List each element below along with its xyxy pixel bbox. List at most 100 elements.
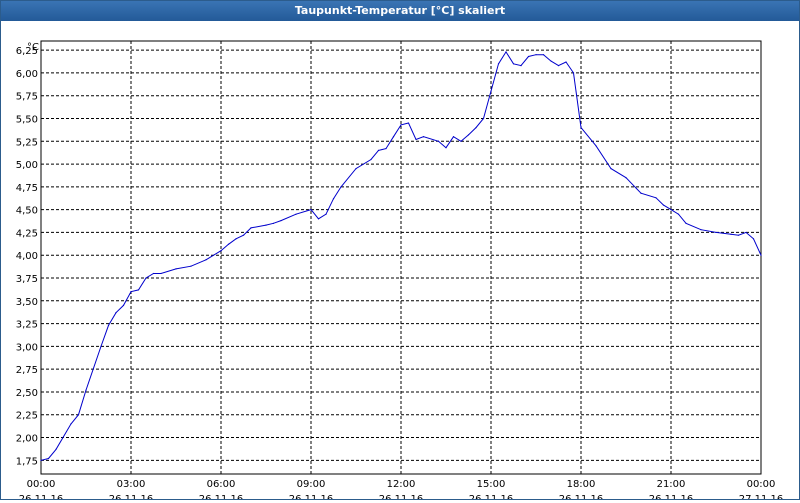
y-tick-label: 4,00 <box>16 251 38 262</box>
data-point <box>497 63 500 65</box>
data-point <box>100 345 102 347</box>
data-point <box>737 234 740 236</box>
x-tick-date: 26.11.16 <box>649 494 694 499</box>
data-point <box>107 324 110 327</box>
y-unit-label: °C <box>27 42 39 53</box>
y-tick-label: 4,25 <box>16 228 38 239</box>
data-point <box>295 213 297 215</box>
y-tick-label: 3,75 <box>16 274 38 285</box>
x-tick-time: 06:00 <box>207 479 236 490</box>
y-tick-label: 2,75 <box>16 365 38 376</box>
y-tick-label: 1,75 <box>16 456 38 467</box>
data-point <box>557 65 560 67</box>
data-point <box>542 54 545 56</box>
data-point <box>385 147 387 150</box>
y-tick-label: 3,00 <box>16 342 38 353</box>
data-point <box>445 147 447 149</box>
data-point <box>550 60 552 62</box>
y-tick-label: 2,25 <box>16 411 38 422</box>
x-tick-date: 26.11.16 <box>19 494 64 499</box>
x-tick-date: 26.11.16 <box>379 494 424 499</box>
data-point <box>670 209 672 211</box>
data-point <box>685 222 687 224</box>
x-tick-date: 26.11.16 <box>289 494 334 499</box>
y-tick-label: 6,25 <box>16 46 38 57</box>
data-point <box>415 138 417 141</box>
data-point <box>325 213 327 215</box>
data-point <box>520 65 522 67</box>
data-point <box>625 177 627 179</box>
data-point <box>355 168 357 170</box>
x-tick-date: 26.11.16 <box>199 494 244 499</box>
data-point <box>527 55 530 58</box>
data-point <box>437 140 440 142</box>
data-point <box>460 140 462 142</box>
plot-area: 1,75 2,00 2,25 2,50 2,75 3,00 3,25 3,50 3,75 4,00… <box>1 22 799 503</box>
line-chart: 1,75 2,00 2,25 2,50 2,75 3,00 3,25 3,50 3,75 4,00… <box>16 40 784 503</box>
x-tick-time: 18:00 <box>567 479 596 490</box>
data-point <box>235 238 237 240</box>
data-point <box>220 250 222 252</box>
data-point <box>160 272 162 275</box>
data-point <box>115 312 117 314</box>
data-point <box>130 291 132 293</box>
data-point <box>490 90 492 92</box>
y-tick-label: 3,25 <box>16 320 38 331</box>
data-point <box>655 197 657 199</box>
y-tick-label: 2,50 <box>16 388 38 399</box>
data-point <box>250 227 252 229</box>
x-tick-date: 26.11.16 <box>559 494 604 499</box>
data-point <box>145 277 147 279</box>
data-point <box>85 389 87 391</box>
data-point <box>595 145 597 147</box>
data-point <box>482 117 485 120</box>
data-point <box>572 72 575 74</box>
data-point <box>400 124 402 126</box>
data-point <box>505 51 507 53</box>
data-point <box>760 254 762 256</box>
data-point <box>422 136 425 138</box>
y-tick-label: 5,50 <box>16 114 38 125</box>
data-point <box>70 423 72 425</box>
data-point <box>475 127 477 129</box>
x-axis-ticks: 00:00 26.11.16 03:00 26.11.16 06:00 26.11.16 0… <box>19 479 784 503</box>
data-point <box>407 122 410 124</box>
series-points <box>40 51 762 461</box>
data-point <box>310 209 312 211</box>
data-point <box>610 168 612 170</box>
data-point <box>535 54 537 56</box>
x-tick-date: 27.11.16 <box>739 494 784 499</box>
data-point <box>175 268 177 270</box>
data-point <box>205 259 207 261</box>
x-tick-time: 21:00 <box>657 479 686 490</box>
x-tick-time: 12:00 <box>387 479 416 490</box>
data-point <box>640 192 642 194</box>
data-point <box>512 63 515 65</box>
data-point <box>47 457 50 460</box>
data-point <box>700 229 702 231</box>
data-point <box>190 265 192 267</box>
data-point <box>677 213 680 215</box>
data-point <box>580 127 582 129</box>
data-point <box>272 222 275 224</box>
data-point <box>565 61 567 63</box>
y-tick-label: 4,75 <box>16 183 38 194</box>
data-point <box>715 231 717 234</box>
x-tick-time: 15:00 <box>477 479 506 490</box>
x-tick-time: 00:00 <box>747 479 776 490</box>
data-point <box>332 198 335 200</box>
y-tick-label: 5,25 <box>16 137 38 148</box>
data-point <box>752 238 755 240</box>
y-tick-label: 3,50 <box>16 297 38 308</box>
data-point <box>227 243 230 245</box>
data-point <box>40 459 42 461</box>
data-point <box>55 448 57 450</box>
data-point <box>392 136 395 138</box>
data-point <box>340 186 342 188</box>
data-point <box>137 289 140 291</box>
y-tick-label: 5,75 <box>16 92 38 103</box>
data-point <box>77 414 80 416</box>
y-tick-label: 6,00 <box>16 69 38 80</box>
y-tick-label: 2,00 <box>16 434 38 445</box>
